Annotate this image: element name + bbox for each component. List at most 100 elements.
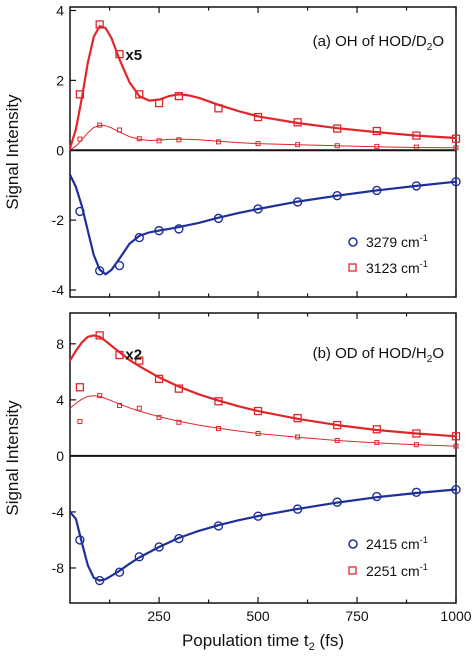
- data-point-small-square: [453, 145, 459, 151]
- data-point-circle: [75, 206, 85, 217]
- data-point-circle: [372, 185, 382, 196]
- data-point-circle: [372, 491, 382, 502]
- data-point-circle: [213, 213, 224, 224]
- data-point-circle: [292, 504, 303, 514]
- data-point-small-square: [334, 437, 340, 443]
- panel-b-multiplier: x2: [125, 347, 142, 364]
- fit-curve-0-5: [69, 124, 457, 151]
- panel-b: -8 -4 0 4 8 250 500 750 1000 (b) OD of HOD/H2O x…: [52, 312, 472, 624]
- data-point-circle: [134, 232, 144, 243]
- panel-a-frame: [69, 6, 457, 298]
- data-point-circle: [253, 511, 263, 521]
- data-point-circle: [451, 176, 461, 187]
- y-tick-label: -8: [52, 560, 65, 576]
- data-point-small-square: [116, 402, 122, 408]
- data-point-square: [214, 104, 223, 113]
- x-tick-label: 750: [345, 608, 369, 624]
- fit-curve-0-3: [68, 173, 458, 276]
- legend-marker-3279: [348, 237, 358, 247]
- data-point-square: [412, 429, 421, 438]
- data-point-small-square: [215, 139, 221, 145]
- panel-a: -4 -2 0 2 4 (a) OH of HOD/D2O x5 3279 cm-1 3…: [52, 2, 461, 298]
- data-point-circle: [154, 542, 164, 552]
- data-point-circle: [154, 225, 164, 236]
- y-axis-label-b: Signal Intensity: [3, 400, 22, 516]
- data-point-small-square: [374, 440, 380, 446]
- data-point-circle: [114, 567, 125, 577]
- data-point-square: [115, 50, 124, 59]
- data-point-small-square: [136, 136, 142, 142]
- y-tick-label: 0: [56, 448, 64, 464]
- data-point-square: [174, 91, 184, 101]
- y-tick-label: -2: [52, 212, 65, 228]
- legend-label-2415: 2415 cm-1: [366, 535, 428, 552]
- data-point-square: [95, 331, 104, 340]
- data-point-circle: [174, 533, 184, 544]
- data-point-small-square: [413, 442, 419, 448]
- data-point-circle: [411, 487, 422, 498]
- data-point-square: [95, 20, 104, 29]
- data-point-small-square: [97, 393, 103, 399]
- data-point-circle: [332, 190, 342, 201]
- panel-b-frame: [69, 312, 457, 604]
- data-point-small-square: [156, 414, 162, 420]
- data-point-square: [174, 384, 184, 393]
- data-point-circle: [114, 260, 125, 271]
- panel-a-markers: [75, 20, 461, 276]
- x-tick-label: 1000: [440, 608, 471, 624]
- data-point-circle: [332, 497, 342, 507]
- fit-curve-1-5: [69, 395, 457, 447]
- y-tick-label: 4: [56, 392, 64, 408]
- data-point-small-square: [255, 430, 261, 436]
- legend-label-3279: 3279 cm-1: [366, 233, 428, 250]
- legend-marker-2415: [348, 539, 358, 549]
- data-point-small-square: [413, 144, 419, 150]
- data-point-small-square: [453, 443, 459, 449]
- data-point-square: [253, 406, 263, 416]
- y-tick-label: -4: [52, 282, 65, 298]
- data-point-small-square: [156, 138, 162, 144]
- panel-b-markers: [75, 331, 461, 586]
- data-point-square: [115, 350, 124, 360]
- data-point-square: [333, 124, 342, 133]
- data-point-small-square: [77, 419, 83, 425]
- data-point-square: [135, 356, 144, 365]
- fit-curve-1-4: [68, 334, 458, 438]
- data-point-square: [135, 90, 144, 99]
- data-point-square: [154, 98, 164, 108]
- data-point-square: [253, 112, 263, 122]
- data-point-small-square: [176, 137, 182, 143]
- data-point-small-square: [374, 143, 380, 149]
- data-point-circle: [292, 197, 303, 207]
- legend-label-3123: 3123 cm-1: [366, 259, 428, 276]
- data-point-small-square: [334, 143, 340, 149]
- data-point-square: [293, 413, 302, 423]
- y-tick-label: 4: [56, 2, 64, 18]
- y-tick-label: 2: [56, 72, 64, 88]
- data-point-circle: [213, 521, 224, 531]
- panel-a-title: (a) OH of HOD/D2O: [313, 33, 444, 53]
- x-axis-label: Population time t2 (fs): [182, 631, 344, 653]
- panel-a-multiplier: x5: [125, 47, 142, 64]
- data-point-small-square: [136, 405, 142, 411]
- y-axis-label-a: Signal Intensity: [3, 94, 22, 210]
- x-tick-label: 250: [147, 608, 171, 624]
- data-point-square: [75, 90, 85, 99]
- y-tick-label: -4: [52, 504, 65, 520]
- data-point-square: [75, 383, 85, 392]
- data-point-circle: [134, 552, 144, 562]
- panel-a-legend: 3279 cm-1 3123 cm-1: [348, 233, 428, 276]
- x-tick-label: 500: [246, 608, 270, 624]
- y-tick-label: 8: [56, 336, 64, 352]
- data-point-small-square: [116, 127, 122, 133]
- data-point-circle: [451, 484, 461, 495]
- data-point-square: [333, 420, 342, 430]
- data-point-small-square: [295, 142, 301, 148]
- data-point-circle: [411, 181, 422, 191]
- legend-marker-3123: [348, 263, 357, 272]
- data-point-small-square: [77, 136, 83, 142]
- data-point-circle: [75, 535, 85, 545]
- data-point-small-square: [97, 122, 103, 128]
- data-point-square: [372, 126, 381, 136]
